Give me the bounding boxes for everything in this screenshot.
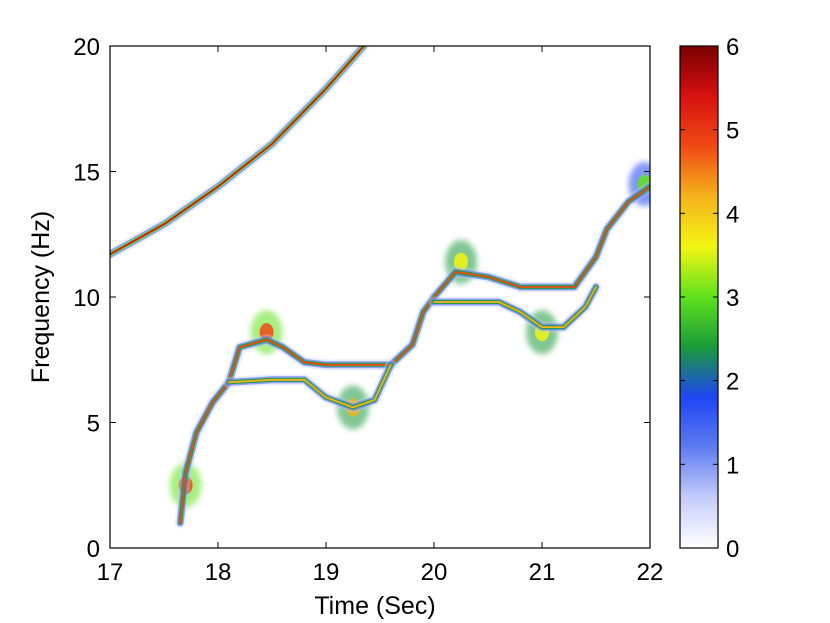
ridge-2-layer-3 bbox=[227, 363, 392, 409]
y-tick-label: 0 bbox=[87, 536, 100, 563]
colorbar-tick-label: 3 bbox=[726, 285, 739, 312]
ridge-3-layer-3 bbox=[433, 286, 597, 328]
y-tick-label: 5 bbox=[87, 411, 100, 438]
x-tick-label: 21 bbox=[529, 559, 556, 586]
y-tick-label: 20 bbox=[73, 34, 100, 61]
x-tick-label: 22 bbox=[637, 559, 664, 586]
hotspot-core-3 bbox=[454, 252, 468, 271]
y-axis-label: Frequency (Hz) bbox=[27, 211, 55, 383]
colorbar-tick-label: 4 bbox=[726, 201, 739, 228]
plot-background bbox=[110, 46, 650, 548]
colorbar: 0 1 2 3 4 5 6 bbox=[679, 34, 739, 563]
x-axis-label: Time (Sec) bbox=[314, 592, 435, 620]
hotspot-core-1 bbox=[259, 323, 274, 342]
y-tick-label: 10 bbox=[73, 285, 100, 312]
colorbar-tick-label: 0 bbox=[726, 536, 739, 563]
x-tick-label: 20 bbox=[421, 559, 448, 586]
heatmap-layer bbox=[110, 46, 650, 529]
colorbar-tick-label: 2 bbox=[726, 369, 739, 396]
colorbar-tick-label: 1 bbox=[726, 452, 739, 479]
x-tick-label: 17 bbox=[97, 559, 124, 586]
ridge-0-layer-3 bbox=[110, 46, 365, 256]
colorbar-tick-label: 6 bbox=[726, 34, 739, 61]
x-axis-ticks: 17 18 19 20 21 22 bbox=[97, 46, 664, 586]
ridge-1-layer-3 bbox=[179, 185, 650, 524]
plot-area: 17 18 19 20 21 22 0 5 10 15 20 bbox=[73, 34, 663, 586]
y-axis-ticks: 0 5 10 15 20 bbox=[73, 34, 650, 563]
y-tick-label: 15 bbox=[73, 160, 100, 187]
x-tick-label: 19 bbox=[313, 559, 340, 586]
colorbar-ticks: 0 1 2 3 4 5 6 bbox=[680, 34, 739, 563]
colorbar-gradient bbox=[680, 46, 718, 548]
colorbar-tick-label: 5 bbox=[726, 118, 739, 145]
x-tick-label: 18 bbox=[205, 559, 232, 586]
